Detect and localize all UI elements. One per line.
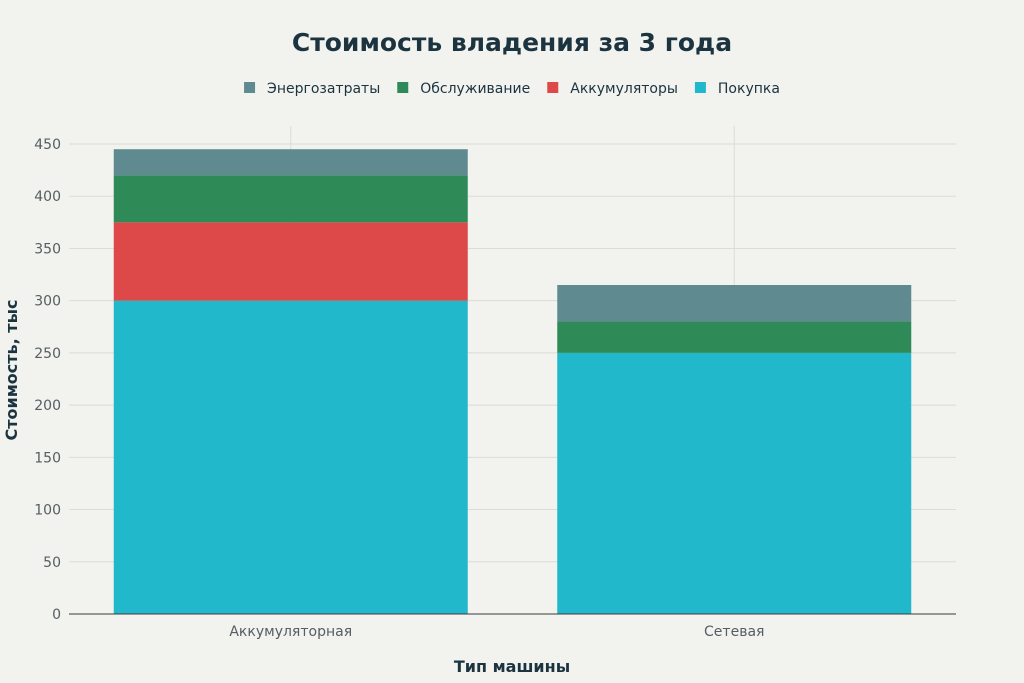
y-tick-label: 150 [34,450,61,466]
y-tick-label: 300 [34,294,61,310]
y-tick-label: 250 [34,346,61,362]
legend-label: Аккумуляторы [570,81,678,97]
legend: Энергозатраты Обслуживание Аккумуляторы Пок… [244,81,780,97]
bar-segment [113,149,468,176]
y-tick-label: 450 [34,137,61,153]
legend-label: Энергозатраты [267,81,380,97]
x-tick-label: Сетевая [704,624,764,640]
y-axis-ticks: 0 50 100 150 200 250 300 350 400 450 [34,137,61,623]
bar-segment [557,352,912,614]
legend-swatch [397,82,409,93]
chart-title: Стоимость владения за 3 года [292,28,732,57]
y-tick-label: 200 [34,398,61,414]
x-axis-title: Тип машины [454,657,570,676]
legend-label: Покупка [718,81,780,97]
legend-label: Обслуживание [420,81,530,97]
y-tick-label: 0 [52,607,61,623]
bar-segment [113,222,468,301]
bar-segment [113,300,468,614]
x-tick-label: Аккумуляторная [229,624,352,640]
y-tick-label: 400 [34,189,61,205]
bar-segment [557,321,912,353]
legend-swatch [547,82,559,93]
y-tick-label: 350 [34,241,61,257]
x-axis-ticks: Аккумуляторная Сетевая [229,624,764,640]
legend-swatch [694,82,706,93]
bars [113,149,912,614]
y-tick-label: 50 [43,555,61,571]
bar-segment [113,175,468,223]
legend-swatch [244,82,256,93]
bar-segment [557,285,912,322]
y-axis-title: Стоимость, тыс [2,299,21,440]
y-tick-label: 100 [34,503,61,519]
